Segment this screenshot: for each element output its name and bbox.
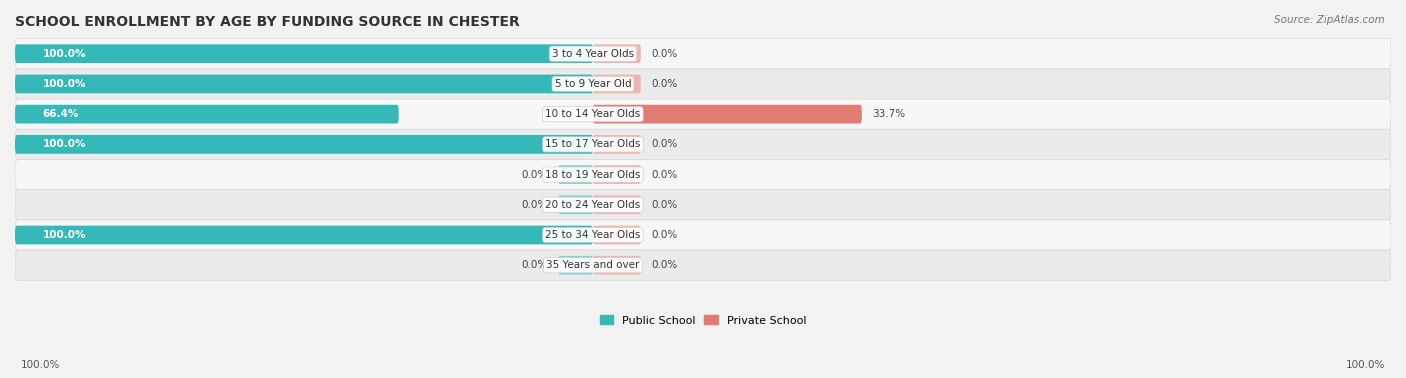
FancyBboxPatch shape bbox=[593, 226, 641, 245]
Legend: Public School, Private School: Public School, Private School bbox=[595, 311, 811, 330]
Text: 0.0%: 0.0% bbox=[651, 49, 678, 59]
Text: 20 to 24 Year Olds: 20 to 24 Year Olds bbox=[546, 200, 641, 210]
Text: 0.0%: 0.0% bbox=[651, 260, 678, 270]
FancyBboxPatch shape bbox=[558, 256, 593, 274]
Text: SCHOOL ENROLLMENT BY AGE BY FUNDING SOURCE IN CHESTER: SCHOOL ENROLLMENT BY AGE BY FUNDING SOUR… bbox=[15, 15, 520, 29]
Text: 5 to 9 Year Old: 5 to 9 Year Old bbox=[554, 79, 631, 89]
FancyBboxPatch shape bbox=[15, 135, 593, 154]
FancyBboxPatch shape bbox=[15, 69, 1391, 99]
FancyBboxPatch shape bbox=[593, 256, 641, 274]
FancyBboxPatch shape bbox=[593, 74, 641, 93]
Text: 15 to 17 Year Olds: 15 to 17 Year Olds bbox=[546, 139, 641, 149]
Text: 100.0%: 100.0% bbox=[42, 139, 86, 149]
Text: 25 to 34 Year Olds: 25 to 34 Year Olds bbox=[546, 230, 641, 240]
Text: 18 to 19 Year Olds: 18 to 19 Year Olds bbox=[546, 170, 641, 180]
FancyBboxPatch shape bbox=[593, 165, 641, 184]
Text: 100.0%: 100.0% bbox=[21, 361, 60, 370]
Text: 0.0%: 0.0% bbox=[522, 260, 548, 270]
Text: 0.0%: 0.0% bbox=[651, 139, 678, 149]
FancyBboxPatch shape bbox=[593, 135, 641, 154]
Text: 0.0%: 0.0% bbox=[651, 230, 678, 240]
FancyBboxPatch shape bbox=[15, 74, 593, 93]
FancyBboxPatch shape bbox=[558, 165, 593, 184]
Text: 35 Years and over: 35 Years and over bbox=[547, 260, 640, 270]
Text: 66.4%: 66.4% bbox=[42, 109, 79, 119]
Text: Source: ZipAtlas.com: Source: ZipAtlas.com bbox=[1274, 15, 1385, 25]
Text: 0.0%: 0.0% bbox=[522, 200, 548, 210]
FancyBboxPatch shape bbox=[15, 129, 1391, 160]
Text: 10 to 14 Year Olds: 10 to 14 Year Olds bbox=[546, 109, 641, 119]
FancyBboxPatch shape bbox=[15, 105, 399, 124]
Text: 0.0%: 0.0% bbox=[651, 200, 678, 210]
Text: 0.0%: 0.0% bbox=[651, 170, 678, 180]
FancyBboxPatch shape bbox=[558, 195, 593, 214]
Text: 100.0%: 100.0% bbox=[42, 79, 86, 89]
FancyBboxPatch shape bbox=[593, 44, 641, 63]
FancyBboxPatch shape bbox=[593, 105, 862, 124]
FancyBboxPatch shape bbox=[15, 190, 1391, 220]
Text: 100.0%: 100.0% bbox=[1346, 361, 1385, 370]
Text: 0.0%: 0.0% bbox=[522, 170, 548, 180]
FancyBboxPatch shape bbox=[15, 99, 1391, 129]
Text: 3 to 4 Year Olds: 3 to 4 Year Olds bbox=[553, 49, 634, 59]
FancyBboxPatch shape bbox=[15, 44, 593, 63]
FancyBboxPatch shape bbox=[15, 39, 1391, 69]
Text: 33.7%: 33.7% bbox=[872, 109, 905, 119]
Text: 0.0%: 0.0% bbox=[651, 79, 678, 89]
Text: 100.0%: 100.0% bbox=[42, 230, 86, 240]
FancyBboxPatch shape bbox=[15, 250, 1391, 280]
Text: 100.0%: 100.0% bbox=[42, 49, 86, 59]
FancyBboxPatch shape bbox=[593, 195, 641, 214]
FancyBboxPatch shape bbox=[15, 220, 1391, 250]
FancyBboxPatch shape bbox=[15, 226, 593, 245]
FancyBboxPatch shape bbox=[15, 160, 1391, 190]
